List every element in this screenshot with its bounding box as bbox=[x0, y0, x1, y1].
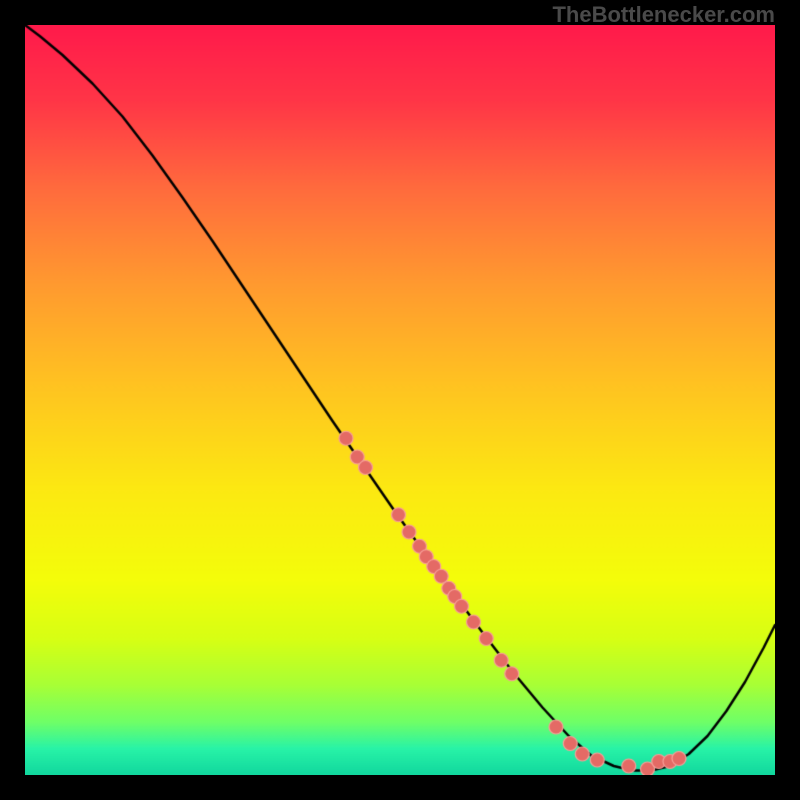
chart-container: TheBottlenecker.com bbox=[0, 0, 800, 800]
plot-area bbox=[25, 25, 775, 775]
watermark-text: TheBottlenecker.com bbox=[552, 2, 775, 28]
curve-overlay bbox=[25, 25, 775, 775]
